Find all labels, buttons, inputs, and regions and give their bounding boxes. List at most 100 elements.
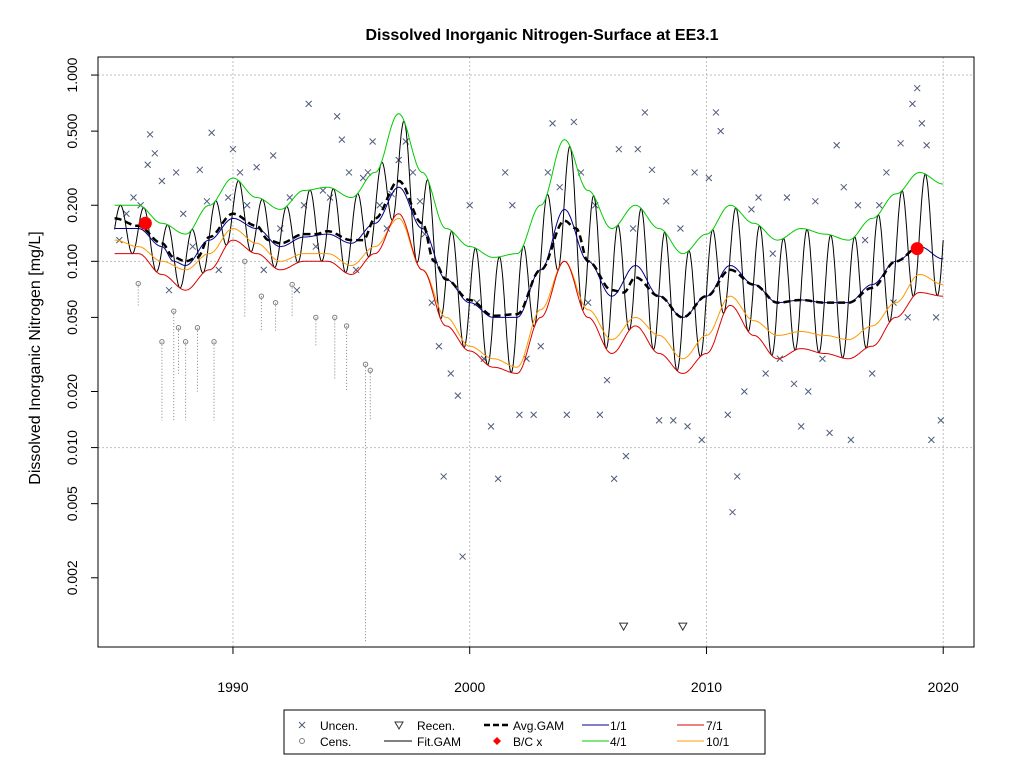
legend-recen-marker (394, 721, 404, 731)
legend-cens-label: Cens. (320, 735, 351, 749)
series-4-1-line (114, 113, 944, 258)
y-tick-label: 0.020 (64, 374, 80, 409)
uncensored-point (435, 342, 443, 350)
bc-layer (138, 216, 924, 256)
uncensored-point (130, 194, 137, 201)
uncensored-point (158, 177, 166, 185)
uncensored-point (783, 194, 791, 201)
legend-bc-label: B/C x (513, 735, 542, 749)
legend-bc-marker (493, 737, 501, 745)
uncensored-point (333, 113, 341, 120)
censored-point (211, 339, 217, 345)
uncensored-point (189, 243, 197, 250)
uncensored-point (797, 423, 805, 430)
censored-point (135, 280, 141, 287)
uncensored-point (669, 417, 677, 424)
uncensored-point (487, 423, 495, 430)
legend-box (283, 709, 766, 755)
uncensored-point (875, 201, 883, 209)
grid-layer (98, 57, 974, 647)
uncensored-point (698, 436, 706, 444)
uncensored-point (790, 380, 798, 388)
uncensored-point (253, 163, 260, 171)
series-7-1-line (114, 213, 944, 375)
uncensored-point (364, 169, 372, 176)
uncensored-point (243, 201, 251, 209)
uncensored-point (904, 314, 912, 321)
uncensored-point (712, 109, 720, 116)
avg-gam-line (114, 179, 920, 319)
y-tick-label: 0.005 (64, 486, 80, 521)
uncensored-point (224, 194, 232, 201)
uncensored-point (208, 129, 215, 137)
uncensored-point (804, 388, 812, 395)
uncensored-point (913, 84, 921, 92)
censored-point (171, 308, 177, 314)
recensored-point (677, 622, 688, 632)
uncensored-point (684, 423, 691, 430)
censored-point (313, 314, 319, 321)
uncensored-point (937, 417, 945, 424)
legend-fitgam-label: Fit.GAM (417, 735, 461, 749)
series-10-1-line (114, 217, 944, 368)
censored-point (289, 281, 295, 288)
uncensored-point (516, 411, 523, 419)
uncensored-point (549, 120, 556, 127)
censored-point (159, 339, 165, 345)
uncensored-point (923, 141, 931, 149)
uncensored-point (530, 411, 537, 419)
uncensored-point (359, 174, 367, 182)
uncensored-point (260, 266, 268, 274)
x-tick-label: 2000 (454, 679, 485, 695)
uncensored-point (563, 411, 571, 419)
uncensored-point (544, 169, 552, 176)
uncensored-point (494, 475, 502, 483)
legend-avggam-label: Avg.GAM (513, 719, 564, 733)
censored-point (332, 314, 338, 321)
uncensored-point (383, 225, 391, 232)
uncensored-point (326, 194, 334, 201)
uncensored-point (819, 355, 826, 363)
uncensored-point (454, 392, 462, 400)
legend-item-cens: Cens. (299, 735, 351, 749)
y-tick-label: 0.200 (64, 188, 80, 223)
series-layer (114, 113, 944, 375)
uncensored-point (883, 169, 890, 176)
x-tick-label: 2010 (691, 679, 722, 695)
legend-item-recen: Recen. (394, 719, 455, 733)
bc-point (910, 242, 924, 256)
x-tick-label: 1990 (217, 679, 248, 695)
uncensored-point (705, 174, 713, 182)
uncensored-point (641, 109, 649, 116)
uncensored-point (733, 473, 741, 480)
uncensored-point (847, 436, 855, 444)
y-axis-ticks: 1.000 0.500 0.200 0.100 0.050 0.020 0.010 0.005… (64, 57, 98, 595)
uncensored-point (677, 225, 684, 232)
uncensored-point (932, 314, 940, 321)
uncensored-point (755, 194, 762, 201)
uncensored-point (409, 169, 417, 176)
y-tick-label: 0.050 (64, 300, 80, 335)
y-tick-label: 0.100 (64, 244, 80, 279)
uncensored-point (769, 250, 777, 257)
uncensored-point (610, 475, 618, 483)
uncensored-point (416, 197, 424, 205)
uncensored-point (740, 388, 748, 395)
uncensored-point (229, 145, 237, 153)
censored-point (258, 293, 265, 299)
uncensored-point (729, 508, 736, 516)
uncensored-point (179, 210, 187, 218)
uncensored-point (724, 411, 732, 419)
uncensored-point (655, 417, 663, 424)
uncensored-point (854, 201, 862, 209)
uncensored-point (402, 138, 410, 145)
uncensored-point (345, 169, 353, 176)
uncensored-layer (115, 84, 945, 560)
uncensored-point (269, 152, 277, 159)
fit-gam-layer (114, 120, 944, 374)
y-axis-title: Dissolved Inorganic Nitrogen [mg/L] (27, 231, 44, 484)
uncensored-point (440, 473, 448, 480)
uncensored-point (319, 187, 327, 194)
uncensored-point (447, 370, 455, 377)
uncensored-point (115, 236, 123, 244)
